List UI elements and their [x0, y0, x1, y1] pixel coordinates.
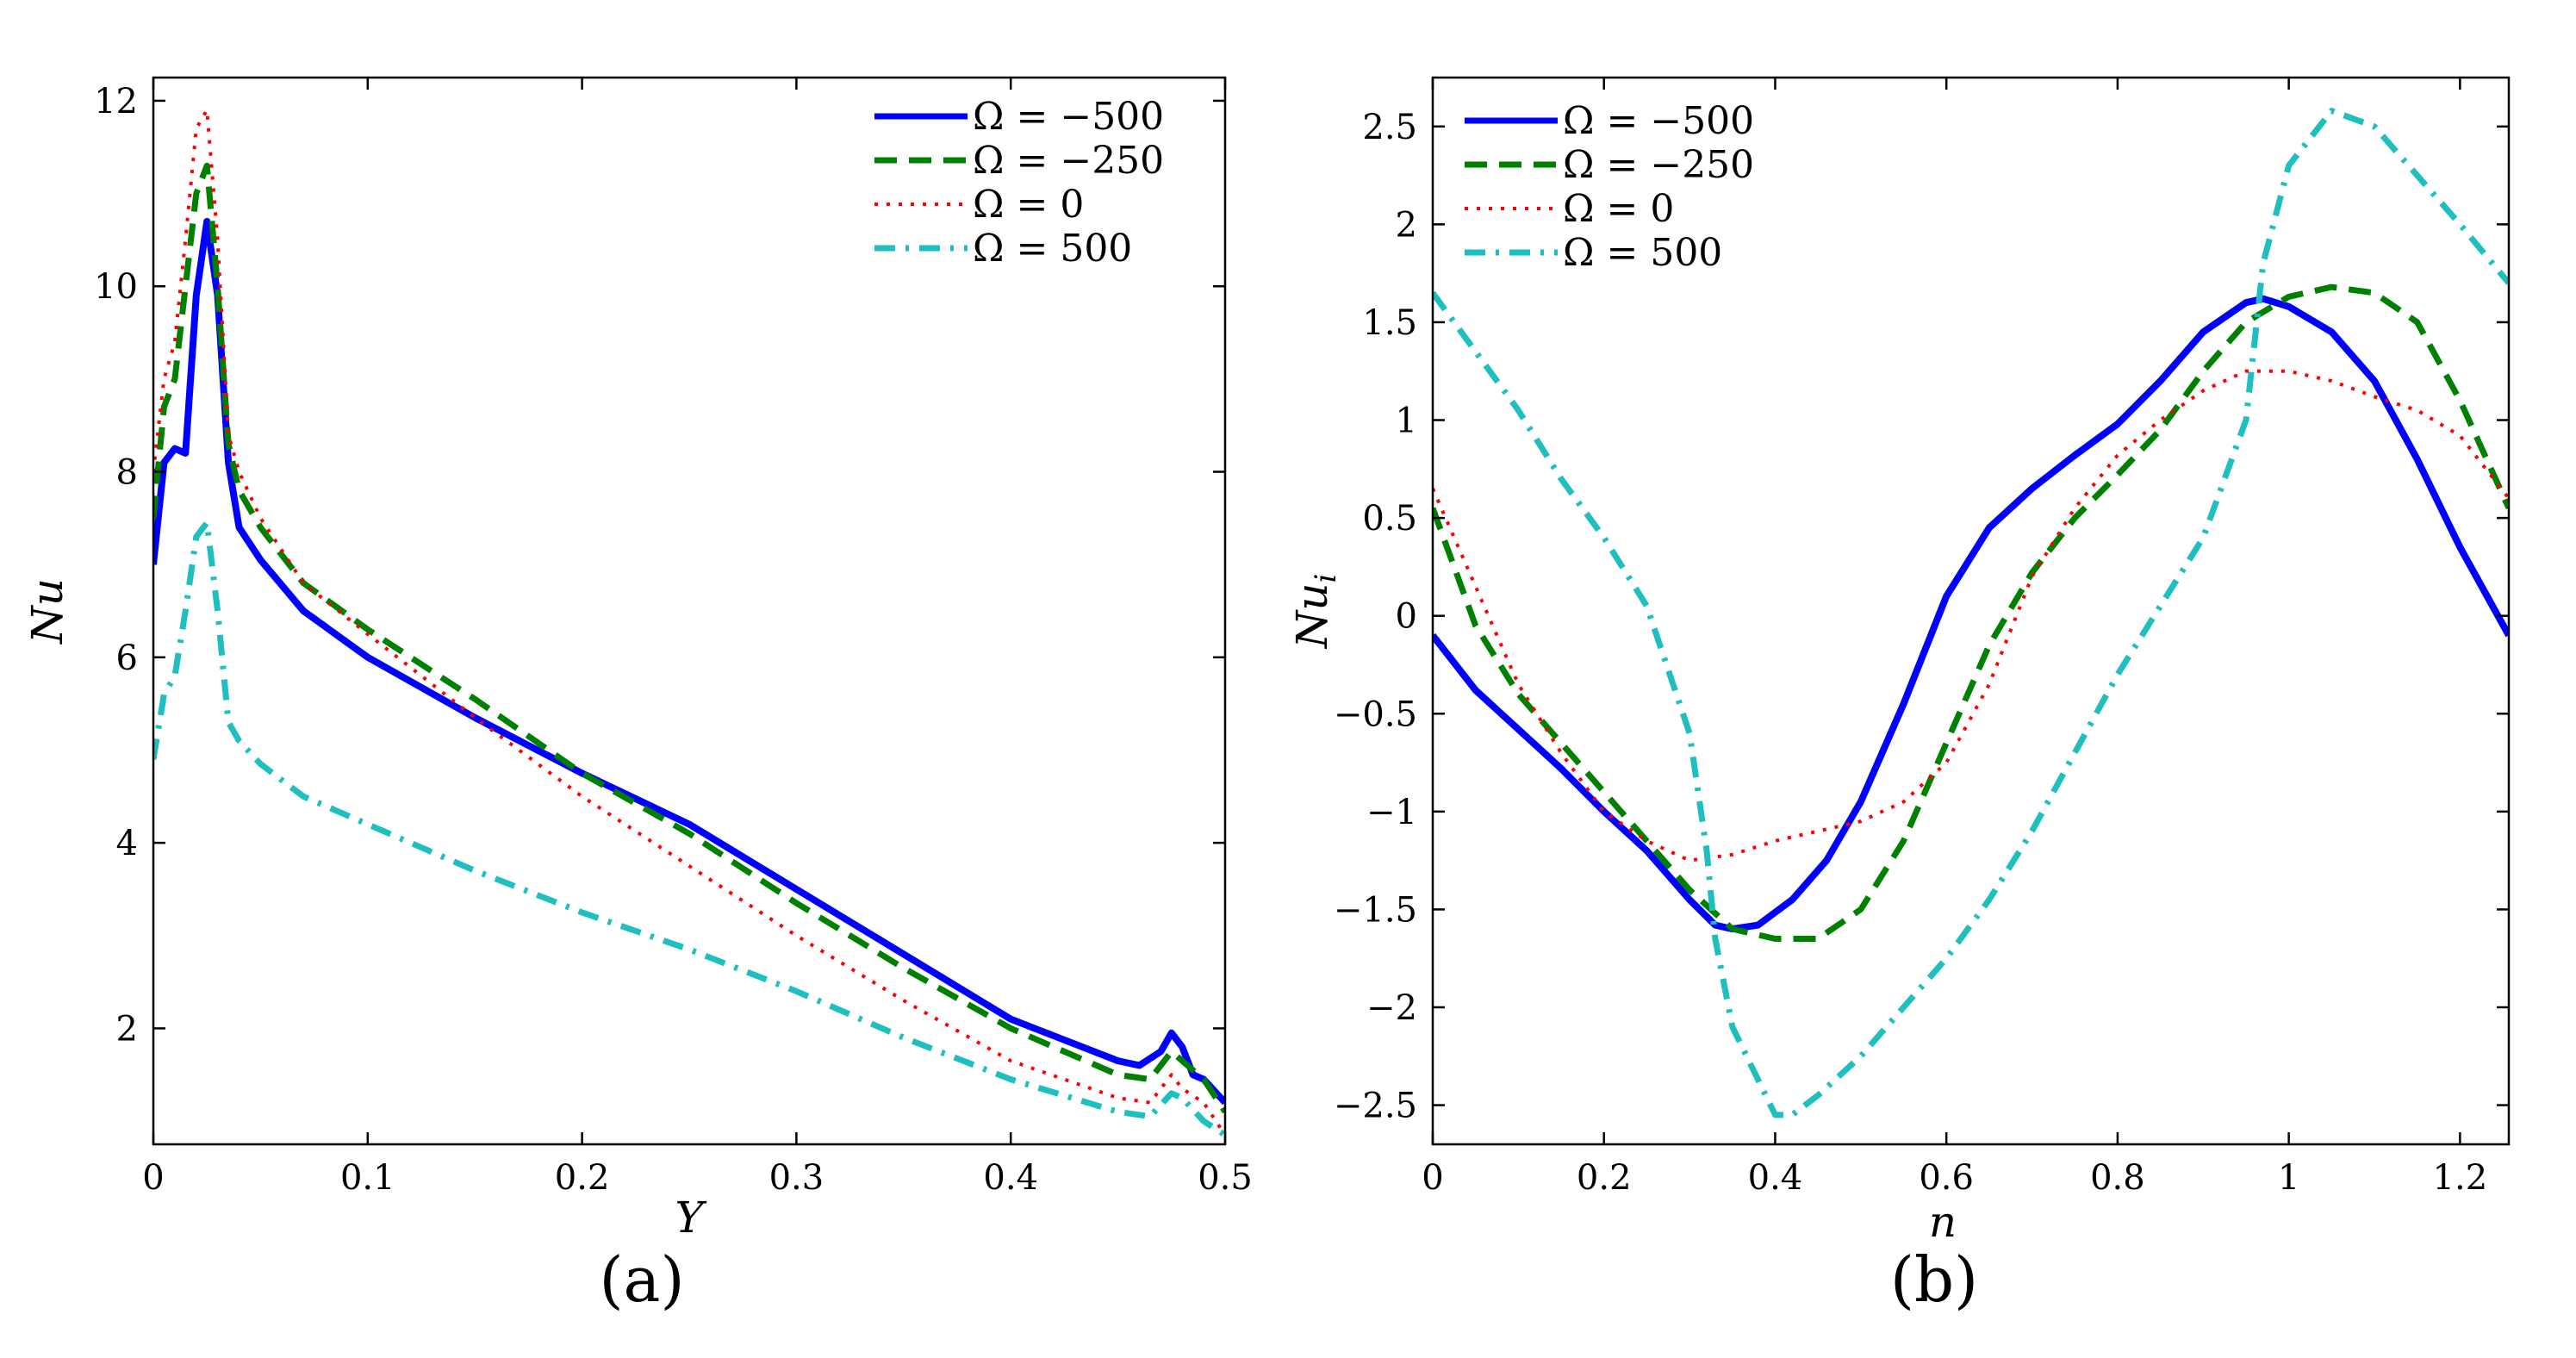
series-line-omega-500-b: [1433, 108, 2509, 1118]
series-line-omega-0-b: [1433, 369, 2509, 863]
x-tick-label: 0.6: [1919, 1158, 1974, 1198]
x-tick-label: 0.4: [983, 1158, 1038, 1198]
x-axis-label-b: n: [1929, 1197, 1957, 1247]
series-line-omega-minus-250-a: [153, 162, 1225, 1114]
series-line-omega-0-a: [153, 108, 1225, 1137]
y-tick-label: −2: [1366, 988, 1417, 1028]
y-axis-label-b: Nui: [1287, 574, 1343, 650]
y-axis-label-a: Nu: [22, 578, 72, 645]
legend-label-omega-minus-500-b: Ω = −500: [1563, 99, 1754, 143]
y-tick-label: 8: [116, 453, 138, 493]
x-tick-label: 0.5: [1198, 1158, 1253, 1198]
y-tick-label: −1: [1366, 793, 1417, 832]
x-tick-label: 0: [1422, 1158, 1443, 1198]
panel-b: 0 0.2 0.4 0.6 0.8 1 1.2 −2.5 −2 −1.5 −1 −0.5 0 0.5 1 1.…: [1287, 76, 2511, 1316]
y-tick-label: 6: [116, 639, 138, 678]
series-line-omega-500-a: [153, 520, 1225, 1138]
x-tick-label: 0: [142, 1158, 164, 1198]
x-tick-label: 0.3: [769, 1158, 824, 1198]
x-tick-label: 0.1: [340, 1158, 395, 1198]
y-tick-label: 2: [116, 1009, 138, 1049]
series-line-omega-minus-250-b: [1433, 283, 2509, 942]
y-tick-label: −0.5: [1334, 695, 1417, 734]
y-tick-label: 2: [1396, 205, 1417, 245]
panel-label-b: (b): [1890, 1243, 1978, 1316]
x-tick-label: 0.8: [2090, 1158, 2145, 1198]
x-axis-label-a: Y: [675, 1193, 706, 1243]
y-tick-label: −1.5: [1334, 890, 1417, 930]
series-line-omega-minus-500-b: [1433, 295, 2509, 933]
x-tick-label: 1: [2278, 1158, 2299, 1198]
x-tick-label: 1.2: [2433, 1158, 2488, 1198]
y-tick-label: 10: [94, 267, 138, 307]
legend-label-omega-500-a: Ω = 500: [973, 227, 1132, 271]
axes-frame-a: [152, 76, 1227, 1146]
y-tick-label: −2.5: [1334, 1087, 1417, 1126]
y-tick-label: 0.5: [1362, 499, 1417, 539]
legend-label-omega-500-b: Ω = 500: [1563, 231, 1722, 275]
y-tick-label: 2.5: [1362, 108, 1417, 147]
x-tick-label: 0.2: [555, 1158, 610, 1198]
y-tick-label: 0: [1396, 597, 1417, 637]
panel-label-a: (a): [599, 1243, 684, 1316]
y-tick-label: 12: [94, 82, 138, 121]
y-tick-label: 1: [1396, 402, 1417, 441]
legend-label-omega-0-b: Ω = 0: [1563, 187, 1674, 231]
x-tick-label: 0.4: [1748, 1158, 1803, 1198]
axes-frame-b: [1431, 76, 2511, 1146]
legend-label-omega-minus-500-a: Ω = −500: [973, 95, 1164, 139]
y-tick-label: 1.5: [1362, 303, 1417, 343]
x-tick-label: 0.2: [1577, 1158, 1632, 1198]
legend-label-omega-0-a: Ω = 0: [973, 183, 1084, 227]
legend-label-omega-minus-250-b: Ω = −250: [1563, 143, 1754, 187]
y-tick-label: 4: [116, 824, 138, 863]
series-line-omega-minus-500-a: [153, 217, 1225, 1106]
legend-label-omega-minus-250-a: Ω = −250: [973, 139, 1164, 183]
